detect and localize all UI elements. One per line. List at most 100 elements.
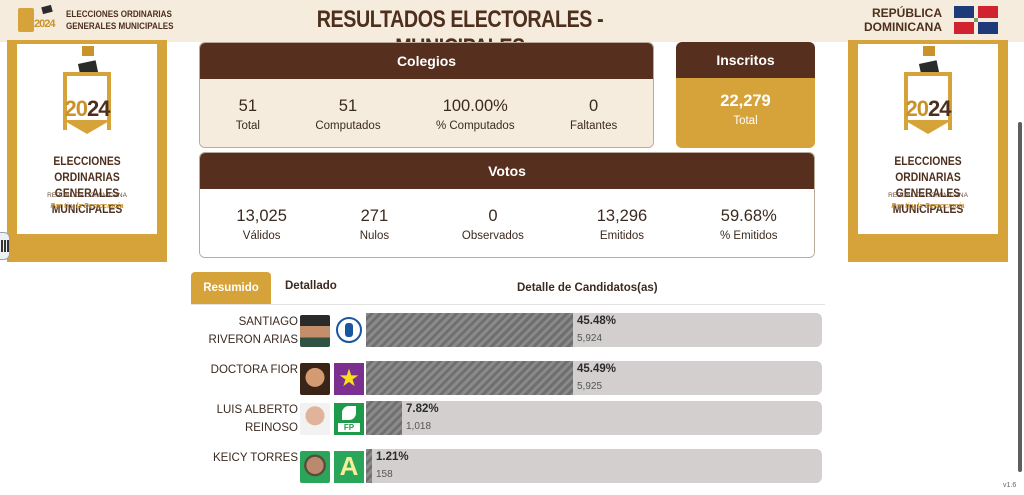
result-bar: 7.82% 1,018 — [366, 401, 822, 435]
party-logo-icon: FP — [334, 403, 364, 435]
candidate-name: LUIS ALBERTO REINOSO — [188, 401, 298, 437]
candidate-photo — [300, 451, 330, 483]
jce-logo-icon: 2024 — [18, 4, 62, 38]
result-bar-fill — [366, 313, 573, 347]
candidate-name-line-2: REINOSO — [244, 422, 298, 434]
top-header: 2024 ELECCIONES ORDINARIAS GENERALES MUN… — [0, 0, 1024, 61]
brand-line-1: ELECCIONES ORDINARIAS — [66, 9, 172, 20]
stat-label: Válidos — [242, 229, 281, 242]
result-bar: 45.49% 5,925 — [366, 361, 822, 395]
side-drawer-handle[interactable] — [0, 232, 10, 260]
stat-total: 51 Total — [236, 97, 260, 132]
banner-title-line-1: ELECCIONES ORDINARIAS — [894, 156, 962, 184]
banner-title-line-2: GENERALES MUNICIPALES — [51, 188, 123, 216]
left-side-banner: 2024 ELECCIONES ORDINARIAS GENERALES MUN… — [7, 40, 167, 262]
candidate-name: KEICY TORRES — [188, 449, 298, 467]
stat-label: Computados — [315, 119, 381, 132]
inscritos-body: 22,279 Total — [676, 78, 815, 148]
candidate-name-line-1: DOCTORA FIOR — [210, 364, 298, 376]
colegios-title: Colegios — [200, 43, 653, 79]
brand-line-2: GENERALES MUNICIPALES — [66, 21, 174, 32]
stat-pct-computados: 100.00% % Computados — [436, 97, 515, 132]
banner-title-line-2: GENERALES MUNICIPALES — [892, 188, 964, 216]
right-side-banner: 2024 ELECCIONES ORDINARIAS GENERALES MUN… — [848, 40, 1008, 262]
brand: 2024 ELECCIONES ORDINARIAS GENERALES MUN… — [18, 4, 193, 38]
inscritos-label: Total — [733, 115, 758, 127]
result-bar: 1.21% 158 — [366, 449, 822, 483]
candidate-name-line-1: LUIS ALBERTO — [216, 404, 298, 416]
votos-stats: 13,025 Válidos 271 Nulos 0 Observados 13,29… — [200, 189, 814, 257]
tab-detallado[interactable]: Detallado — [285, 280, 337, 292]
banner-title: ELECCIONES ORDINARIAS GENERALES MUNICIPA… — [865, 154, 991, 218]
inscritos-title: Inscritos — [676, 42, 815, 78]
stat-value: 0 — [589, 96, 599, 115]
candidate-percent: 7.82% — [406, 403, 439, 415]
stat-value: 51 — [338, 96, 358, 115]
banner-slogan: Por ti y la Democracia — [891, 203, 965, 210]
banner-inner: 2024 ELECCIONES ORDINARIAS GENERALES MUN… — [858, 44, 998, 234]
banner-year: 2024 — [64, 96, 111, 121]
results-tabs: Resumido Detallado Detalle de Candidatos… — [191, 272, 825, 305]
candidate-row: KEICY TORRES A 1.21% 158 — [200, 449, 822, 485]
stat-value: 0 — [488, 206, 498, 225]
version-label: v1.6 — [1003, 482, 1017, 489]
stat-observados: 0 Observados — [462, 207, 524, 242]
candidate-photo — [300, 315, 330, 347]
result-bar-fill — [366, 401, 402, 435]
candidate-percent: 45.48% — [577, 315, 617, 327]
candidate-photo — [300, 403, 330, 435]
votos-title: Votos — [200, 153, 814, 189]
tab-resumido[interactable]: Resumido — [191, 272, 271, 304]
stat-value: 13,025 — [236, 206, 287, 225]
jce-mini-icon — [923, 46, 935, 56]
inscritos-card: Inscritos 22,279 Total — [676, 42, 815, 148]
candidate-name-line-1: SANTIAGO — [238, 316, 298, 328]
stat-faltantes: 0 Faltantes — [570, 97, 617, 132]
page-scrollbar[interactable] — [1018, 122, 1022, 472]
candidate-percent: 1.21% — [376, 451, 409, 463]
result-bar-fill — [366, 361, 573, 395]
party-logo-icon — [334, 315, 364, 347]
stat-value: 271 — [360, 206, 389, 225]
country-label: REPÚBLICA DOMINICANA — [864, 6, 942, 34]
stat-label: Emitidos — [599, 229, 645, 242]
star-icon: ★ — [338, 365, 360, 392]
stat-label: Faltantes — [569, 119, 618, 132]
stat-computados: 51 Computados — [315, 97, 380, 132]
colegios-card: Colegios 51 Total 51 Computados 100.00% % C… — [199, 42, 654, 148]
stat-pct-emitidos: 59.68% % Emitidos — [720, 207, 778, 242]
votos-card: Votos 13,025 Válidos 271 Nulos 0 Observados… — [199, 152, 815, 258]
stat-value: 59.68% — [720, 206, 777, 225]
country-line-2: DOMINICANA — [864, 20, 942, 34]
country-line-1: REPÚBLICA — [871, 6, 942, 20]
brand-text: ELECCIONES ORDINARIAS GENERALES MUNICIPA… — [66, 9, 174, 33]
stat-nulos: 271 Nulos — [360, 207, 389, 242]
result-bar: 45.48% 5,924 — [366, 313, 822, 347]
banner-subtitle: REPÚBLICA DOMINICANA — [47, 192, 127, 199]
stat-validos: 13,025 Válidos — [236, 207, 286, 242]
party-logo-icon: A — [334, 451, 364, 483]
stat-value: 100.00% — [442, 96, 508, 115]
candidate-percent: 45.49% — [577, 363, 617, 375]
party-logo-icon: ★ — [334, 363, 364, 395]
candidates-section-title: Detalle de Candidatos(as) — [517, 282, 658, 294]
candidate-name: SANTIAGO RIVERON ARIAS — [188, 313, 298, 349]
stat-value: 13,296 — [596, 206, 648, 225]
candidate-row: DOCTORA FIOR ★ 45.49% 5,925 — [200, 361, 822, 397]
brand-year: 2024 — [34, 18, 55, 30]
stat-label: Total — [235, 119, 260, 132]
banner-subtitle: REPÚBLICA DOMINICANA — [888, 192, 968, 199]
jce-mini-icon — [82, 46, 94, 56]
ballot-box-icon — [61, 60, 113, 138]
candidate-name: DOCTORA FIOR — [188, 361, 298, 379]
candidate-name-line-1: KEICY TORRES — [212, 452, 298, 464]
banner-slogan: Por ti y la Democracia — [50, 203, 124, 210]
stat-label: Observados — [461, 229, 524, 242]
stat-label: % Computados — [435, 119, 515, 132]
result-bar-fill — [366, 449, 372, 483]
ballot-box-icon — [902, 60, 954, 138]
candidate-votes: 5,924 — [577, 333, 603, 344]
banner-year: 2024 — [905, 96, 952, 121]
candidate-name-line-2: RIVERON ARIAS — [208, 334, 298, 346]
leaf-icon — [342, 406, 356, 420]
